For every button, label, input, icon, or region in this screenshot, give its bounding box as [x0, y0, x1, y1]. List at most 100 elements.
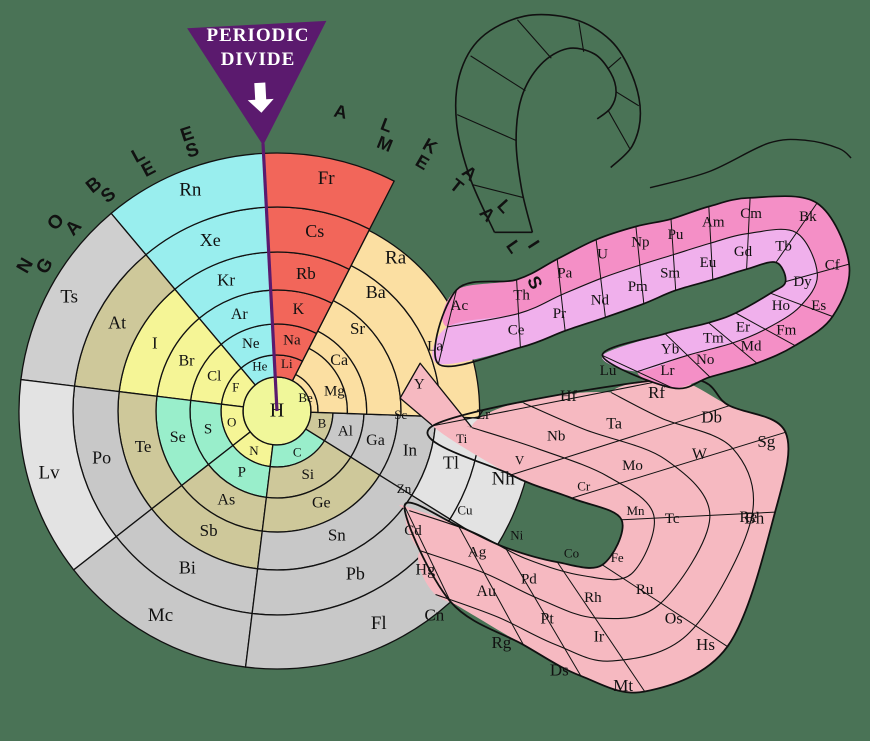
svg-text:Rn: Rn	[179, 179, 202, 200]
svg-text:Si: Si	[302, 467, 315, 483]
svg-text:Ac: Ac	[451, 298, 469, 314]
svg-text:Fl: Fl	[371, 613, 387, 634]
svg-text:La: La	[427, 339, 443, 355]
svg-text:Lu: Lu	[600, 363, 617, 379]
svg-text:K: K	[293, 301, 305, 318]
svg-text:Ni: Ni	[510, 527, 523, 542]
svg-text:Md: Md	[741, 339, 762, 355]
svg-text:Rh: Rh	[584, 590, 602, 606]
svg-text:Eu: Eu	[700, 255, 717, 271]
svg-text:Mn: Mn	[626, 503, 645, 518]
svg-text:At: At	[108, 312, 126, 332]
svg-text:P: P	[238, 465, 246, 481]
svg-text:Xe: Xe	[200, 230, 221, 250]
svg-text:V: V	[515, 452, 525, 467]
svg-text:Po: Po	[92, 448, 111, 468]
svg-text:Gd: Gd	[734, 244, 753, 260]
svg-text:Y: Y	[414, 377, 425, 393]
svg-text:Dy: Dy	[793, 274, 812, 290]
svg-text:Rb: Rb	[296, 264, 316, 283]
svg-text:Mc: Mc	[148, 605, 173, 626]
svg-text:Ga: Ga	[366, 432, 385, 449]
svg-text:Ra: Ra	[385, 248, 407, 269]
svg-text:Tm: Tm	[703, 331, 724, 347]
svg-text:Cd: Cd	[404, 523, 422, 539]
svg-text:Kr: Kr	[217, 271, 235, 290]
svg-text:Np: Np	[631, 234, 649, 250]
svg-text:Zn: Zn	[397, 481, 412, 496]
svg-text:Lr: Lr	[660, 363, 674, 379]
svg-text:Br: Br	[179, 353, 196, 370]
svg-text:No: No	[696, 352, 714, 368]
svg-text:Ta: Ta	[606, 415, 622, 432]
svg-text:Li: Li	[281, 356, 293, 371]
svg-text:Cm: Cm	[740, 206, 762, 222]
svg-text:Pt: Pt	[540, 611, 554, 628]
svg-text:Cu: Cu	[457, 502, 473, 517]
svg-text:He: He	[252, 358, 267, 373]
svg-text:Bk: Bk	[799, 209, 817, 225]
svg-text:B: B	[318, 416, 327, 431]
svg-text:Te: Te	[135, 437, 152, 456]
svg-text:Au: Au	[476, 583, 496, 600]
svg-text:Tc: Tc	[665, 511, 680, 527]
svg-text:O: O	[227, 415, 236, 430]
svg-text:Cn: Cn	[424, 606, 444, 625]
svg-text:Co: Co	[564, 546, 579, 561]
svg-text:W: W	[692, 446, 708, 463]
svg-text:Ti: Ti	[456, 431, 467, 446]
svg-text:F: F	[232, 380, 239, 395]
svg-text:Er: Er	[736, 320, 750, 336]
svg-text:Pb: Pb	[346, 563, 365, 583]
svg-text:Rg: Rg	[491, 633, 511, 652]
svg-text:Cs: Cs	[305, 221, 324, 241]
svg-text:In: In	[403, 441, 418, 460]
svg-text:Fe: Fe	[611, 550, 624, 565]
svg-text:Tb: Tb	[775, 239, 792, 255]
svg-text:Sr: Sr	[350, 319, 365, 338]
svg-text:Cf: Cf	[825, 258, 840, 274]
svg-text:Sm: Sm	[660, 266, 680, 282]
svg-text:Lv: Lv	[39, 463, 61, 484]
svg-text:Pm: Pm	[628, 279, 648, 295]
svg-text:Ag: Ag	[468, 544, 487, 560]
svg-text:Os: Os	[665, 610, 683, 627]
svg-text:Ho: Ho	[772, 298, 790, 314]
svg-text:Ds: Ds	[550, 661, 569, 680]
svg-text:PERIODIC: PERIODIC	[206, 25, 309, 46]
svg-text:Nd: Nd	[591, 293, 610, 309]
svg-text:Bi: Bi	[179, 558, 196, 578]
svg-text:Db: Db	[701, 408, 722, 427]
svg-text:C: C	[293, 444, 302, 459]
svg-text:Ir: Ir	[594, 629, 605, 646]
svg-text:Cl: Cl	[207, 368, 221, 384]
svg-text:Bh: Bh	[744, 508, 764, 527]
svg-text:Nb: Nb	[547, 428, 565, 444]
svg-text:As: As	[217, 491, 235, 508]
svg-text:U: U	[597, 247, 608, 263]
svg-text:Sn: Sn	[328, 525, 346, 544]
svg-text:Pa: Pa	[557, 266, 572, 282]
svg-text:Sg: Sg	[757, 432, 775, 451]
svg-text:Be: Be	[298, 390, 313, 405]
svg-text:Mg: Mg	[324, 384, 345, 400]
svg-text:Tl: Tl	[443, 452, 459, 472]
svg-text:Ne: Ne	[242, 336, 260, 352]
svg-text:Nh: Nh	[492, 468, 516, 489]
svg-text:Ge: Ge	[312, 495, 331, 512]
svg-text:Ca: Ca	[330, 352, 348, 369]
svg-text:DIVIDE: DIVIDE	[221, 49, 296, 70]
svg-text:Es: Es	[811, 298, 826, 314]
svg-text:Pu: Pu	[668, 227, 684, 243]
svg-text:N: N	[249, 443, 259, 458]
svg-text:Ce: Ce	[508, 322, 525, 338]
svg-text:Ts: Ts	[60, 287, 78, 308]
svg-text:I: I	[152, 334, 158, 353]
svg-text:Fm: Fm	[776, 322, 796, 338]
svg-text:Na: Na	[283, 333, 301, 349]
svg-text:Hg: Hg	[416, 562, 436, 579]
svg-text:Hs: Hs	[696, 635, 715, 654]
svg-text:Sc: Sc	[394, 407, 407, 422]
svg-text:Yb: Yb	[661, 341, 679, 357]
svg-text:Zr: Zr	[476, 407, 490, 423]
